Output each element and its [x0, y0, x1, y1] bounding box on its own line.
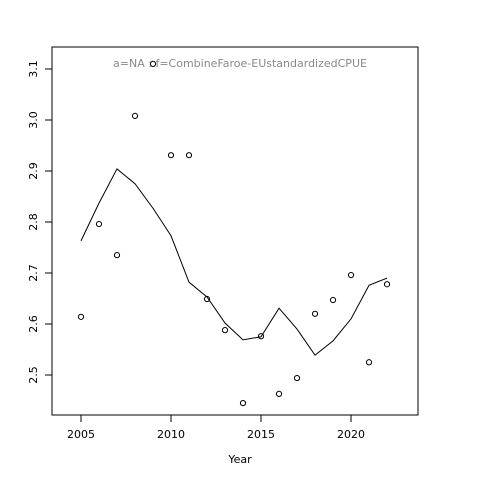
y-tick-label: 2.7 — [27, 264, 40, 282]
point — [293, 374, 301, 382]
line — [80, 168, 388, 356]
x-tick-label: 2015 — [247, 428, 275, 441]
point — [149, 60, 157, 67]
x-tick-label: 2020 — [337, 428, 365, 441]
point — [329, 296, 337, 304]
point — [311, 310, 319, 317]
x-tick-label: 2005 — [67, 428, 95, 441]
point — [239, 399, 247, 407]
point — [167, 152, 175, 159]
y-tick-label: 2.6 — [27, 315, 40, 333]
x-axis-label: Year — [227, 453, 252, 466]
point — [365, 359, 373, 366]
plot-box — [51, 46, 419, 416]
y-tick-label: 3.0 — [27, 111, 40, 129]
point — [383, 281, 391, 288]
point — [221, 327, 229, 334]
y-tick-label: 2.8 — [27, 213, 40, 231]
point — [95, 220, 103, 228]
annotation: a=NA : f=CombineFaroe-EUstandardizedCPUE — [113, 57, 367, 70]
point — [347, 271, 355, 279]
y-tick-label: 2.5 — [27, 366, 40, 384]
point — [77, 313, 85, 320]
point — [131, 112, 139, 120]
point — [113, 252, 121, 259]
x-tick-label: 2010 — [157, 428, 185, 441]
y-tick-label: 2.9 — [27, 162, 40, 180]
point — [185, 152, 193, 159]
point — [275, 390, 283, 397]
y-tick-label: 3.1 — [27, 60, 40, 78]
point — [257, 333, 265, 340]
